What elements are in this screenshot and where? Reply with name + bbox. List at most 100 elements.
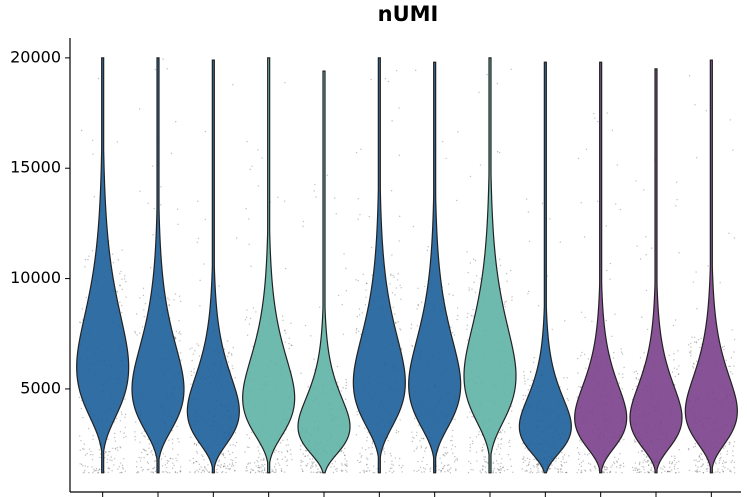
jitter <box>419 440 421 442</box>
jitter <box>707 464 709 467</box>
violin <box>186 59 240 474</box>
jitter <box>105 451 107 454</box>
jitter <box>177 437 179 440</box>
jitter <box>305 450 308 452</box>
jitter <box>221 471 223 474</box>
jitter <box>227 352 230 355</box>
jitter <box>198 355 201 357</box>
jitter <box>118 465 121 468</box>
jitter <box>311 458 314 460</box>
jitter <box>283 200 286 202</box>
jitter <box>106 458 109 460</box>
jitter <box>445 453 448 455</box>
jitter <box>649 469 652 471</box>
jitter <box>168 304 171 306</box>
jitter <box>191 359 193 362</box>
jitter <box>124 413 127 416</box>
jitter <box>124 416 126 418</box>
violin <box>518 61 572 474</box>
jitter <box>223 462 226 465</box>
jitter <box>199 279 201 282</box>
jitter <box>527 290 530 293</box>
jitter <box>584 316 586 319</box>
jitter <box>125 435 127 438</box>
jitter <box>613 461 615 463</box>
jitter <box>111 459 113 462</box>
jitter <box>417 460 419 463</box>
jitter <box>585 148 588 151</box>
jitter <box>524 383 526 385</box>
jitter <box>555 460 557 462</box>
jitter <box>675 461 678 464</box>
jitter <box>638 471 641 473</box>
jitter <box>466 328 468 331</box>
jitter <box>152 467 154 470</box>
jitter <box>103 471 106 473</box>
jitter <box>342 333 344 335</box>
jitter <box>638 471 640 473</box>
jitter <box>506 468 509 471</box>
jitter <box>486 73 488 76</box>
jitter <box>341 303 343 306</box>
jitter <box>469 446 471 449</box>
jitter <box>733 466 736 469</box>
jitter <box>204 467 206 469</box>
jitter <box>648 472 650 474</box>
jitter <box>485 461 487 463</box>
jitter <box>397 321 399 323</box>
jitter <box>394 457 396 459</box>
jitter <box>228 463 231 465</box>
jitter <box>639 258 642 260</box>
jitter <box>391 467 393 469</box>
jitter <box>97 472 99 474</box>
jitter <box>578 385 580 388</box>
jitter <box>621 373 624 375</box>
jitter <box>500 431 502 434</box>
jitter <box>469 262 472 264</box>
jitter <box>245 470 247 472</box>
jitter <box>249 472 252 474</box>
jitter <box>502 466 504 469</box>
jitter <box>166 68 168 70</box>
jitter <box>98 469 101 471</box>
jitter <box>469 436 471 439</box>
jitter <box>641 316 643 318</box>
jitter <box>345 381 348 384</box>
jitter <box>482 465 484 468</box>
jitter <box>615 466 618 468</box>
jitter <box>429 468 431 471</box>
jitter <box>319 471 322 474</box>
jitter <box>443 454 445 456</box>
jitter <box>643 466 645 468</box>
jitter <box>419 466 422 469</box>
jitter <box>248 437 251 439</box>
jitter <box>232 346 234 349</box>
jitter <box>300 459 302 462</box>
jitter <box>83 448 85 451</box>
jitter <box>227 468 229 470</box>
jitter <box>300 461 303 463</box>
jitter <box>344 458 346 460</box>
jitter <box>411 345 414 348</box>
jitter <box>647 464 650 467</box>
jitter <box>114 447 117 449</box>
jitter <box>636 469 639 472</box>
jitter <box>305 464 307 467</box>
jitter <box>722 470 724 473</box>
jitter <box>199 468 201 470</box>
jitter <box>290 322 292 325</box>
jitter <box>277 451 280 453</box>
jitter <box>271 469 273 471</box>
jitter <box>635 441 637 443</box>
jitter <box>474 259 477 262</box>
jitter <box>479 164 482 166</box>
jitter <box>280 470 283 472</box>
jitter <box>121 464 124 467</box>
jitter <box>203 471 206 473</box>
jitter <box>137 471 140 473</box>
jitter <box>720 456 722 459</box>
jitter <box>215 471 217 473</box>
jitter <box>195 444 198 447</box>
jitter <box>676 198 678 201</box>
jitter <box>695 459 697 461</box>
